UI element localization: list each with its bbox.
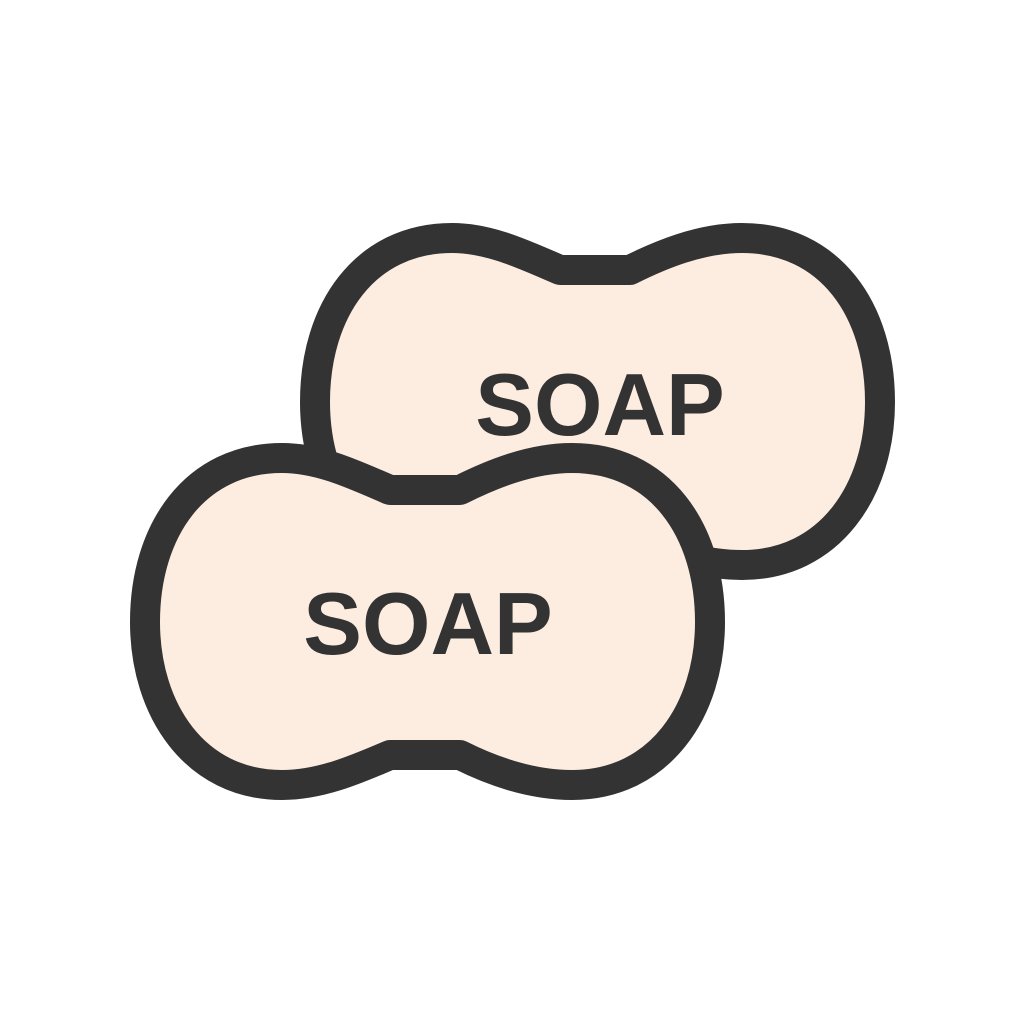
soap-bar-front-label: SOAP <box>303 574 552 673</box>
soap-bar-front-shape <box>130 443 725 800</box>
soap-bar-front: SOAP <box>130 443 725 800</box>
soap-bar-back-label: SOAP <box>475 355 724 454</box>
